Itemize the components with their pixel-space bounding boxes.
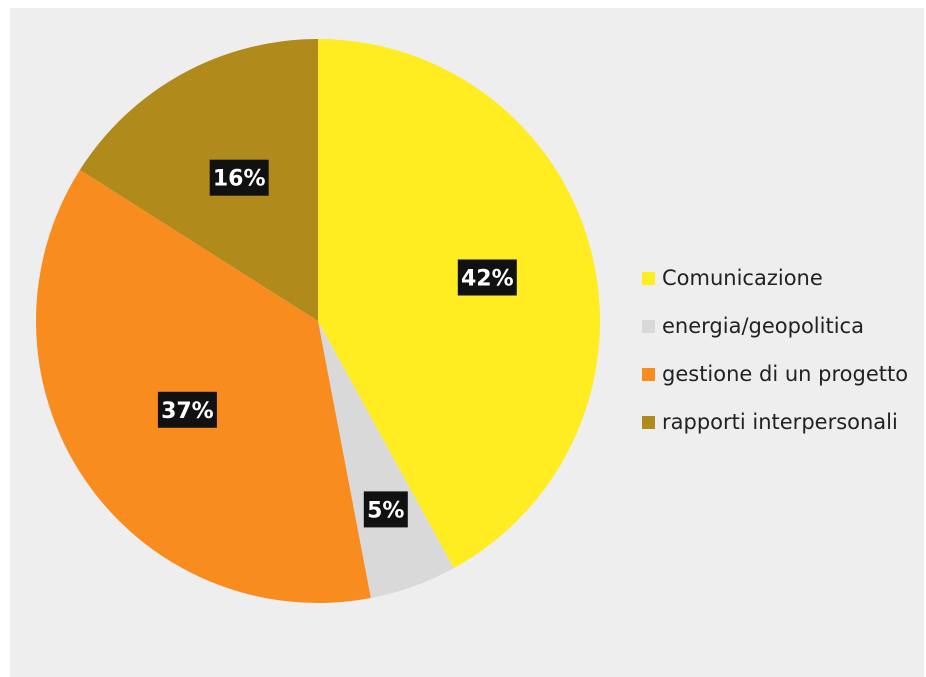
chart-panel: 42% 5% 37% 16% Comunicazione energia/geopol… [10,8,924,677]
data-label-box [209,159,269,196]
legend-label-energia-geopolitica: energia/geopolitica [662,314,864,338]
legend-swatch-energia-geopolitica [642,319,655,333]
legend-swatch-gestione-progetto [642,367,655,381]
data-label-text: 5% [367,498,404,523]
data-label-text: 42% [461,267,514,292]
data-label-comunicazione: 42% [457,259,517,296]
legend-label-comunicazione: Comunicazione [662,266,823,290]
data-label-text: 37% [161,399,214,424]
pie-slice-energia-geopolitica [318,321,454,599]
legend-item-energia-geopolitica: energia/geopolitica [642,312,908,340]
pie-slice-gestione-di-un-progetto [35,169,371,604]
data-label-text: 16% [213,167,266,192]
legend-swatch-rapporti-interpersonali [642,415,655,429]
pie-chart: 42% 5% 37% 16% [35,39,600,604]
pie-slice-rapporti-interpersonali [79,39,319,321]
data-label-gestione-di-un-progetto: 37% [157,391,217,428]
legend-label-rapporti-interpersonali: rapporti interpersonali [662,410,898,434]
data-label-energia-geopolitica: 5% [363,491,408,528]
data-label-rapporti-interpersonali: 16% [209,159,269,196]
data-label-box [363,491,408,528]
legend: Comunicazione energia/geopolitica gestio… [642,264,908,436]
pie-slice-comunicazione [318,39,600,569]
legend-label-gestione-progetto: gestione di un progetto [662,362,909,386]
legend-item-rapporti-interpersonali: rapporti interpersonali [642,408,908,436]
data-label-box [157,391,217,428]
legend-item-gestione-progetto: gestione di un progetto [642,360,908,388]
legend-item-comunicazione: Comunicazione [642,264,908,292]
data-label-box [457,259,517,296]
legend-swatch-comunicazione [642,271,655,285]
